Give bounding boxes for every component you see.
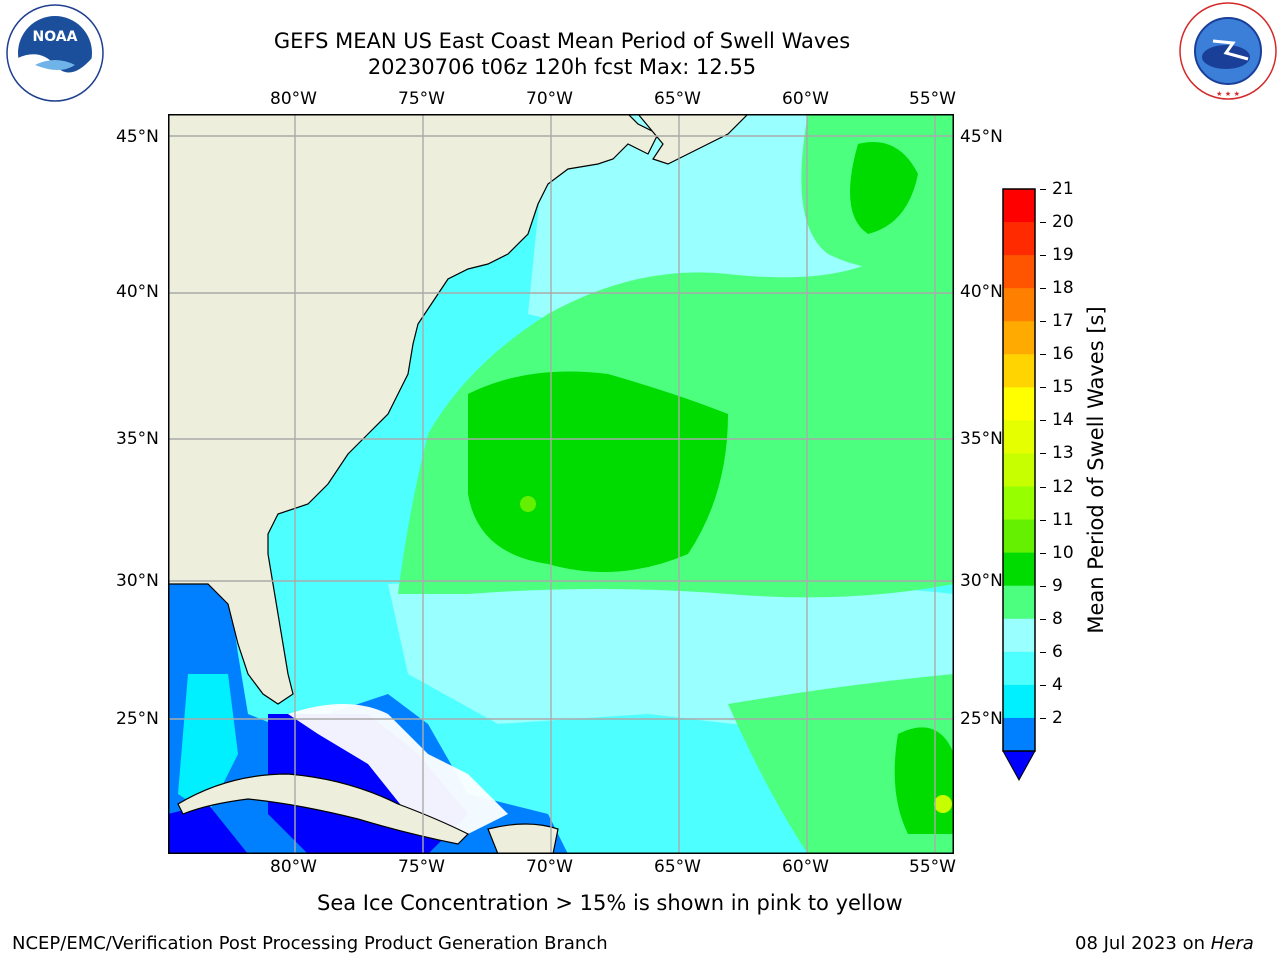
map-title: GEFS MEAN US East Coast Mean Period of S… [273, 29, 851, 53]
lon-label-top-65w: 65°W [654, 89, 701, 109]
map-subtitle: 20230706 t06z 120h fcst Max: 12.55 [367, 55, 757, 79]
lon-label-bottom-70w: 70°W [526, 857, 573, 877]
lat-label-left-25n: 25°N [116, 709, 159, 729]
machine-name: Hera [1210, 933, 1254, 954]
colorbar-cell [1003, 222, 1035, 256]
map-frame [168, 114, 954, 854]
colorbar-tick-mark [1040, 585, 1046, 587]
swell-region-10-11 [468, 371, 728, 572]
colorbar-cell [1003, 651, 1035, 686]
land-nova-scotia [636, 113, 750, 165]
colorbar-cell [1003, 453, 1035, 488]
colorbar-cell [1003, 354, 1035, 388]
colorbar-tick-mark [1040, 420, 1046, 422]
lat-label-left-35n: 35°N [116, 429, 159, 449]
lon-label-top-80w: 80°W [270, 89, 317, 109]
colorbar-tick-mark [1040, 618, 1046, 620]
colorbar-tick-mark [1040, 486, 1046, 488]
lat-label-right-45n: 45°N [960, 127, 1003, 147]
land-cuba [177, 773, 470, 845]
colorbar-cell [1003, 684, 1035, 719]
map-area [167, 113, 954, 858]
colorbar-cell [1003, 387, 1035, 421]
colorbar-tick-label: 10 [1052, 542, 1074, 563]
colorbar-tick-label: 11 [1052, 509, 1074, 530]
lat-label-left-30n: 30°N [116, 571, 159, 591]
colorbar-cell [1003, 519, 1035, 554]
colorbar-tick-label: 20 [1052, 212, 1074, 233]
colorbar-tick-label: 18 [1052, 278, 1074, 299]
colorbar-tick-label: 9 [1052, 575, 1063, 596]
nws-logo: ★ ★ ★ [1179, 2, 1277, 100]
graticule [168, 114, 954, 854]
lat-label-left-40n: 40°N [116, 282, 159, 302]
colorbar-tick-label: 17 [1052, 311, 1074, 332]
colorbar-tick-mark [1040, 651, 1046, 653]
lon-label-top-55w: 55°W [909, 89, 956, 109]
lat-label-right-30n: 30°N [960, 571, 1003, 591]
colorbar-cell [1003, 552, 1035, 587]
colorbar-cell [1003, 255, 1035, 289]
colorbar-tick-mark [1040, 684, 1046, 686]
colorbar-tick-mark [1040, 519, 1046, 521]
colorbar-tick-label: 2 [1052, 707, 1063, 728]
colorbar-tick-mark [1040, 453, 1046, 455]
colorbar-cell [1003, 420, 1035, 454]
sea-ice-note: Sea Ice Concentration > 15% is shown in … [317, 891, 903, 915]
colorbar-tick-label: 6 [1052, 641, 1063, 662]
lon-label-top-70w: 70°W [526, 89, 573, 109]
date-text: 08 Jul 2023 on [1075, 933, 1211, 954]
lon-label-top-75w: 75°W [398, 89, 445, 109]
lon-label-bottom-75w: 75°W [398, 857, 445, 877]
colorbar-tick-label: 16 [1052, 344, 1074, 365]
colorbar-tick-label: 15 [1052, 377, 1074, 398]
date-stamp: 08 Jul 2023 on Hera [1075, 933, 1254, 954]
colorbar-tick-label: 4 [1052, 674, 1063, 695]
colorbar-label: Mean Period of Swell Waves [s] [1084, 306, 1108, 634]
colorbar-tick-mark [1040, 552, 1046, 554]
colorbar-tick-mark [1040, 354, 1046, 356]
lat-label-right-40n: 40°N [960, 282, 1003, 302]
land-hispaniola [487, 823, 559, 855]
colorbar-ticks: 21 20 19 18 17 16 15 14 13 12 11 10 9 8 6 4 2 [1040, 179, 1080, 762]
colorbar-tick-label: 19 [1052, 245, 1074, 266]
map-svg [167, 113, 954, 855]
colorbar-tick-mark [1040, 321, 1046, 323]
colorbar [1002, 188, 1036, 782]
land-us-east-coast [167, 113, 659, 705]
colorbar-tick-label: 13 [1052, 443, 1074, 464]
colorbar-cell [1003, 486, 1035, 521]
noaa-logo-text: NOAA [33, 29, 78, 45]
lat-label-right-25n: 25°N [960, 709, 1003, 729]
lon-label-top-60w: 60°W [782, 89, 829, 109]
credit-text: NCEP/EMC/Verification Post Processing Pr… [12, 933, 608, 954]
lat-label-right-35n: 35°N [960, 429, 1003, 449]
svg-text:★ ★ ★: ★ ★ ★ [1216, 90, 1240, 98]
colorbar-cell [1003, 288, 1035, 322]
colorbar-tick-mark [1040, 387, 1046, 389]
colorbar-tick-mark [1040, 189, 1046, 190]
colorbar-tick-label: 8 [1052, 608, 1063, 629]
colorbar-tick-mark [1040, 717, 1046, 719]
colorbar-cell [1003, 717, 1035, 752]
noaa-logo: NOAA [6, 4, 104, 102]
colorbar-tick-label: 14 [1052, 410, 1074, 431]
lon-label-bottom-80w: 80°W [270, 857, 317, 877]
colorbar-cell [1003, 618, 1035, 653]
lon-label-bottom-55w: 55°W [909, 857, 956, 877]
lat-label-left-45n: 45°N [116, 127, 159, 147]
colorbar-tick-mark [1040, 222, 1046, 224]
colorbar-tick-mark [1040, 288, 1046, 290]
lon-label-bottom-60w: 60°W [782, 857, 829, 877]
lon-label-bottom-65w: 65°W [654, 857, 701, 877]
colorbar-cell [1003, 189, 1035, 223]
colorbar-tick-label: 12 [1052, 476, 1074, 497]
colorbar-cell [1003, 321, 1035, 355]
colorbar-tick-label: 21 [1052, 179, 1074, 199]
colorbar-tick-mark [1040, 255, 1046, 257]
colorbar-cell [1003, 585, 1035, 620]
